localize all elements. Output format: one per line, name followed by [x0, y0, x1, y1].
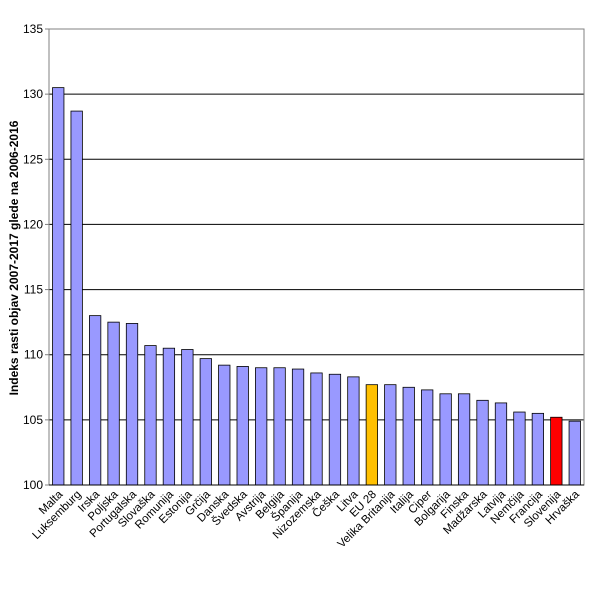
y-tick-label: 130 — [23, 87, 43, 101]
axes — [48, 28, 585, 486]
bar-nemčija — [513, 411, 526, 486]
bar-romunija — [162, 347, 176, 486]
bar-nizozemska — [310, 372, 323, 486]
bar-irska — [89, 315, 102, 486]
bar-češka — [328, 373, 342, 486]
bar-estonija — [181, 349, 194, 486]
bar-finska — [457, 393, 471, 486]
y-tick-label: 135 — [23, 22, 43, 36]
bar-hrvaška — [568, 420, 581, 486]
bar-portugalska — [125, 323, 139, 486]
y-tick-label: 110 — [24, 348, 43, 362]
bar-danska — [218, 364, 231, 486]
bar-luksemburg — [70, 110, 83, 486]
y-tick-label: 125 — [23, 152, 43, 166]
bar-slovaška — [144, 345, 157, 486]
y-tick-labels: 100 105 110 115 120 125 130 135 — [23, 22, 49, 492]
bar-litva — [347, 376, 360, 486]
bar-madžarska — [476, 399, 489, 486]
bar-bolgarija — [439, 393, 452, 486]
bar-grčija — [199, 358, 212, 486]
bars — [52, 87, 581, 486]
bar-ciper — [421, 389, 434, 486]
y-tick-label: 100 — [23, 478, 43, 492]
bar-avstrija — [255, 367, 268, 486]
bar-malta — [52, 87, 65, 486]
bar-slovenija — [550, 416, 563, 486]
bar-velika-britanija — [384, 384, 397, 486]
bar-italija — [402, 386, 415, 486]
y-tick-label: 115 — [24, 283, 43, 297]
bar-poljska — [107, 321, 120, 486]
bar-francija — [531, 412, 544, 486]
bar-latvija — [494, 402, 508, 486]
x-tick-labels: MaltaLuksemburgIrskaPoljskaPortugalskaSl… — [31, 488, 583, 551]
bar-španija — [291, 368, 305, 486]
bar-švedska — [236, 366, 249, 486]
y-tick-label: 105 — [23, 413, 43, 427]
bar-belgija — [273, 367, 286, 486]
y-axis-title: Indeks rasti objav 2007-2017 glede na 20… — [7, 120, 21, 395]
y-tick-label: 120 — [23, 217, 43, 231]
bar-eu-28 — [365, 384, 378, 486]
